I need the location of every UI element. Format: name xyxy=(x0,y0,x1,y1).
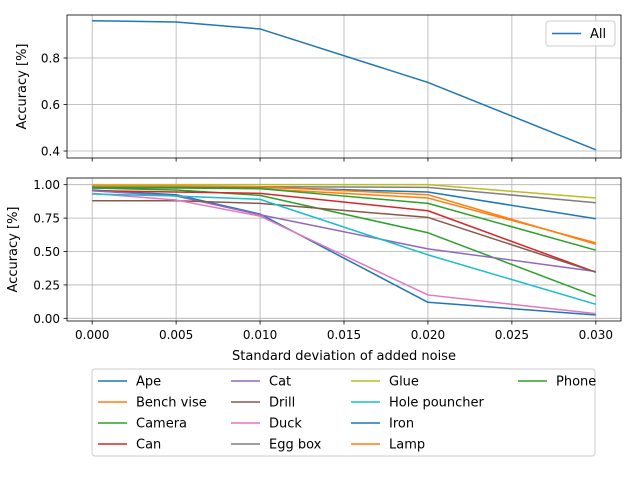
legend-label-camera: Camera xyxy=(136,417,187,432)
y-tick-label: 0.25 xyxy=(33,278,60,292)
top-y-axis-label: Accuracy [%] xyxy=(15,44,30,130)
bottom-series-lines xyxy=(92,183,597,316)
legend-label-lamp: Lamp xyxy=(389,438,425,453)
series-line-can xyxy=(92,189,597,273)
legend-label-cat: Cat xyxy=(269,375,291,390)
legend-label-hole-pouncher: Hole pouncher xyxy=(389,396,485,411)
x-tick-label: 0.015 xyxy=(327,328,361,342)
series-line-duck xyxy=(92,192,596,315)
y-tick-label: 0.4 xyxy=(41,145,60,159)
series-line-lamp xyxy=(92,185,597,245)
legend-label-iron: Iron xyxy=(389,417,414,432)
x-tick-label: 0.020 xyxy=(411,328,445,342)
series-line-glue xyxy=(92,183,596,199)
y-tick-label: 0.50 xyxy=(33,245,60,259)
top-y-ticks: 0.4 0.6 0.8 xyxy=(41,52,67,159)
legend-label-bench-vise: Bench vise xyxy=(136,396,207,411)
legend-label-egg-box: Egg box xyxy=(269,438,322,453)
bottom-chart: 0.00 0.25 0.50 0.75 1.00 0.000 0.005 0.010 0.01… xyxy=(6,177,622,457)
y-tick-label: 0.75 xyxy=(33,212,60,226)
legend-label-phone: Phone xyxy=(556,375,596,390)
y-tick-label: 0.00 xyxy=(33,312,60,326)
bottom-y-ticks: 0.00 0.25 0.50 0.75 1.00 xyxy=(33,178,67,326)
legend-label-drill: Drill xyxy=(269,396,295,411)
x-tick-label: 0.030 xyxy=(579,328,613,342)
series-line-phone xyxy=(92,187,597,251)
legend-label-glue: Glue xyxy=(389,375,419,390)
x-tick-label: 0.000 xyxy=(75,328,109,342)
y-tick-label: 0.6 xyxy=(41,98,60,112)
series-line-camera xyxy=(92,187,597,297)
bottom-legend: Ape Bench vise Camera Can Cat Drill Duck Egg bo… xyxy=(91,368,596,457)
y-tick-label: 0.8 xyxy=(41,52,60,66)
series-line-cat xyxy=(92,189,596,273)
x-tick-label: 0.005 xyxy=(159,328,193,342)
series-line-hole-pouncher xyxy=(92,193,597,306)
legend-label-duck: Duck xyxy=(269,417,302,432)
legend-label-all: All xyxy=(590,27,606,42)
x-tick-label: 0.025 xyxy=(495,328,529,342)
bottom-x-ticks: 0.000 0.005 0.010 0.015 0.020 0.025 0.030 xyxy=(75,321,613,342)
series-line-drill xyxy=(92,199,597,273)
x-tick-label: 0.010 xyxy=(243,328,277,342)
bottom-legend-frame xyxy=(91,368,596,457)
series-line-all xyxy=(92,20,597,151)
bottom-x-axis-label: Standard deviation of added noise xyxy=(232,349,456,364)
top-series-lines xyxy=(92,20,597,151)
top-legend: All xyxy=(545,20,616,47)
top-gridlines xyxy=(67,15,621,158)
top-x-ticks xyxy=(91,158,597,162)
y-tick-label: 1.00 xyxy=(33,178,60,192)
top-chart: 0.4 0.6 0.8 Accuracy [%] All xyxy=(15,14,622,162)
bottom-y-axis-label: Accuracy [%] xyxy=(6,207,21,293)
legend-label-ape: Ape xyxy=(136,375,161,390)
legend-label-can: Can xyxy=(136,438,161,453)
